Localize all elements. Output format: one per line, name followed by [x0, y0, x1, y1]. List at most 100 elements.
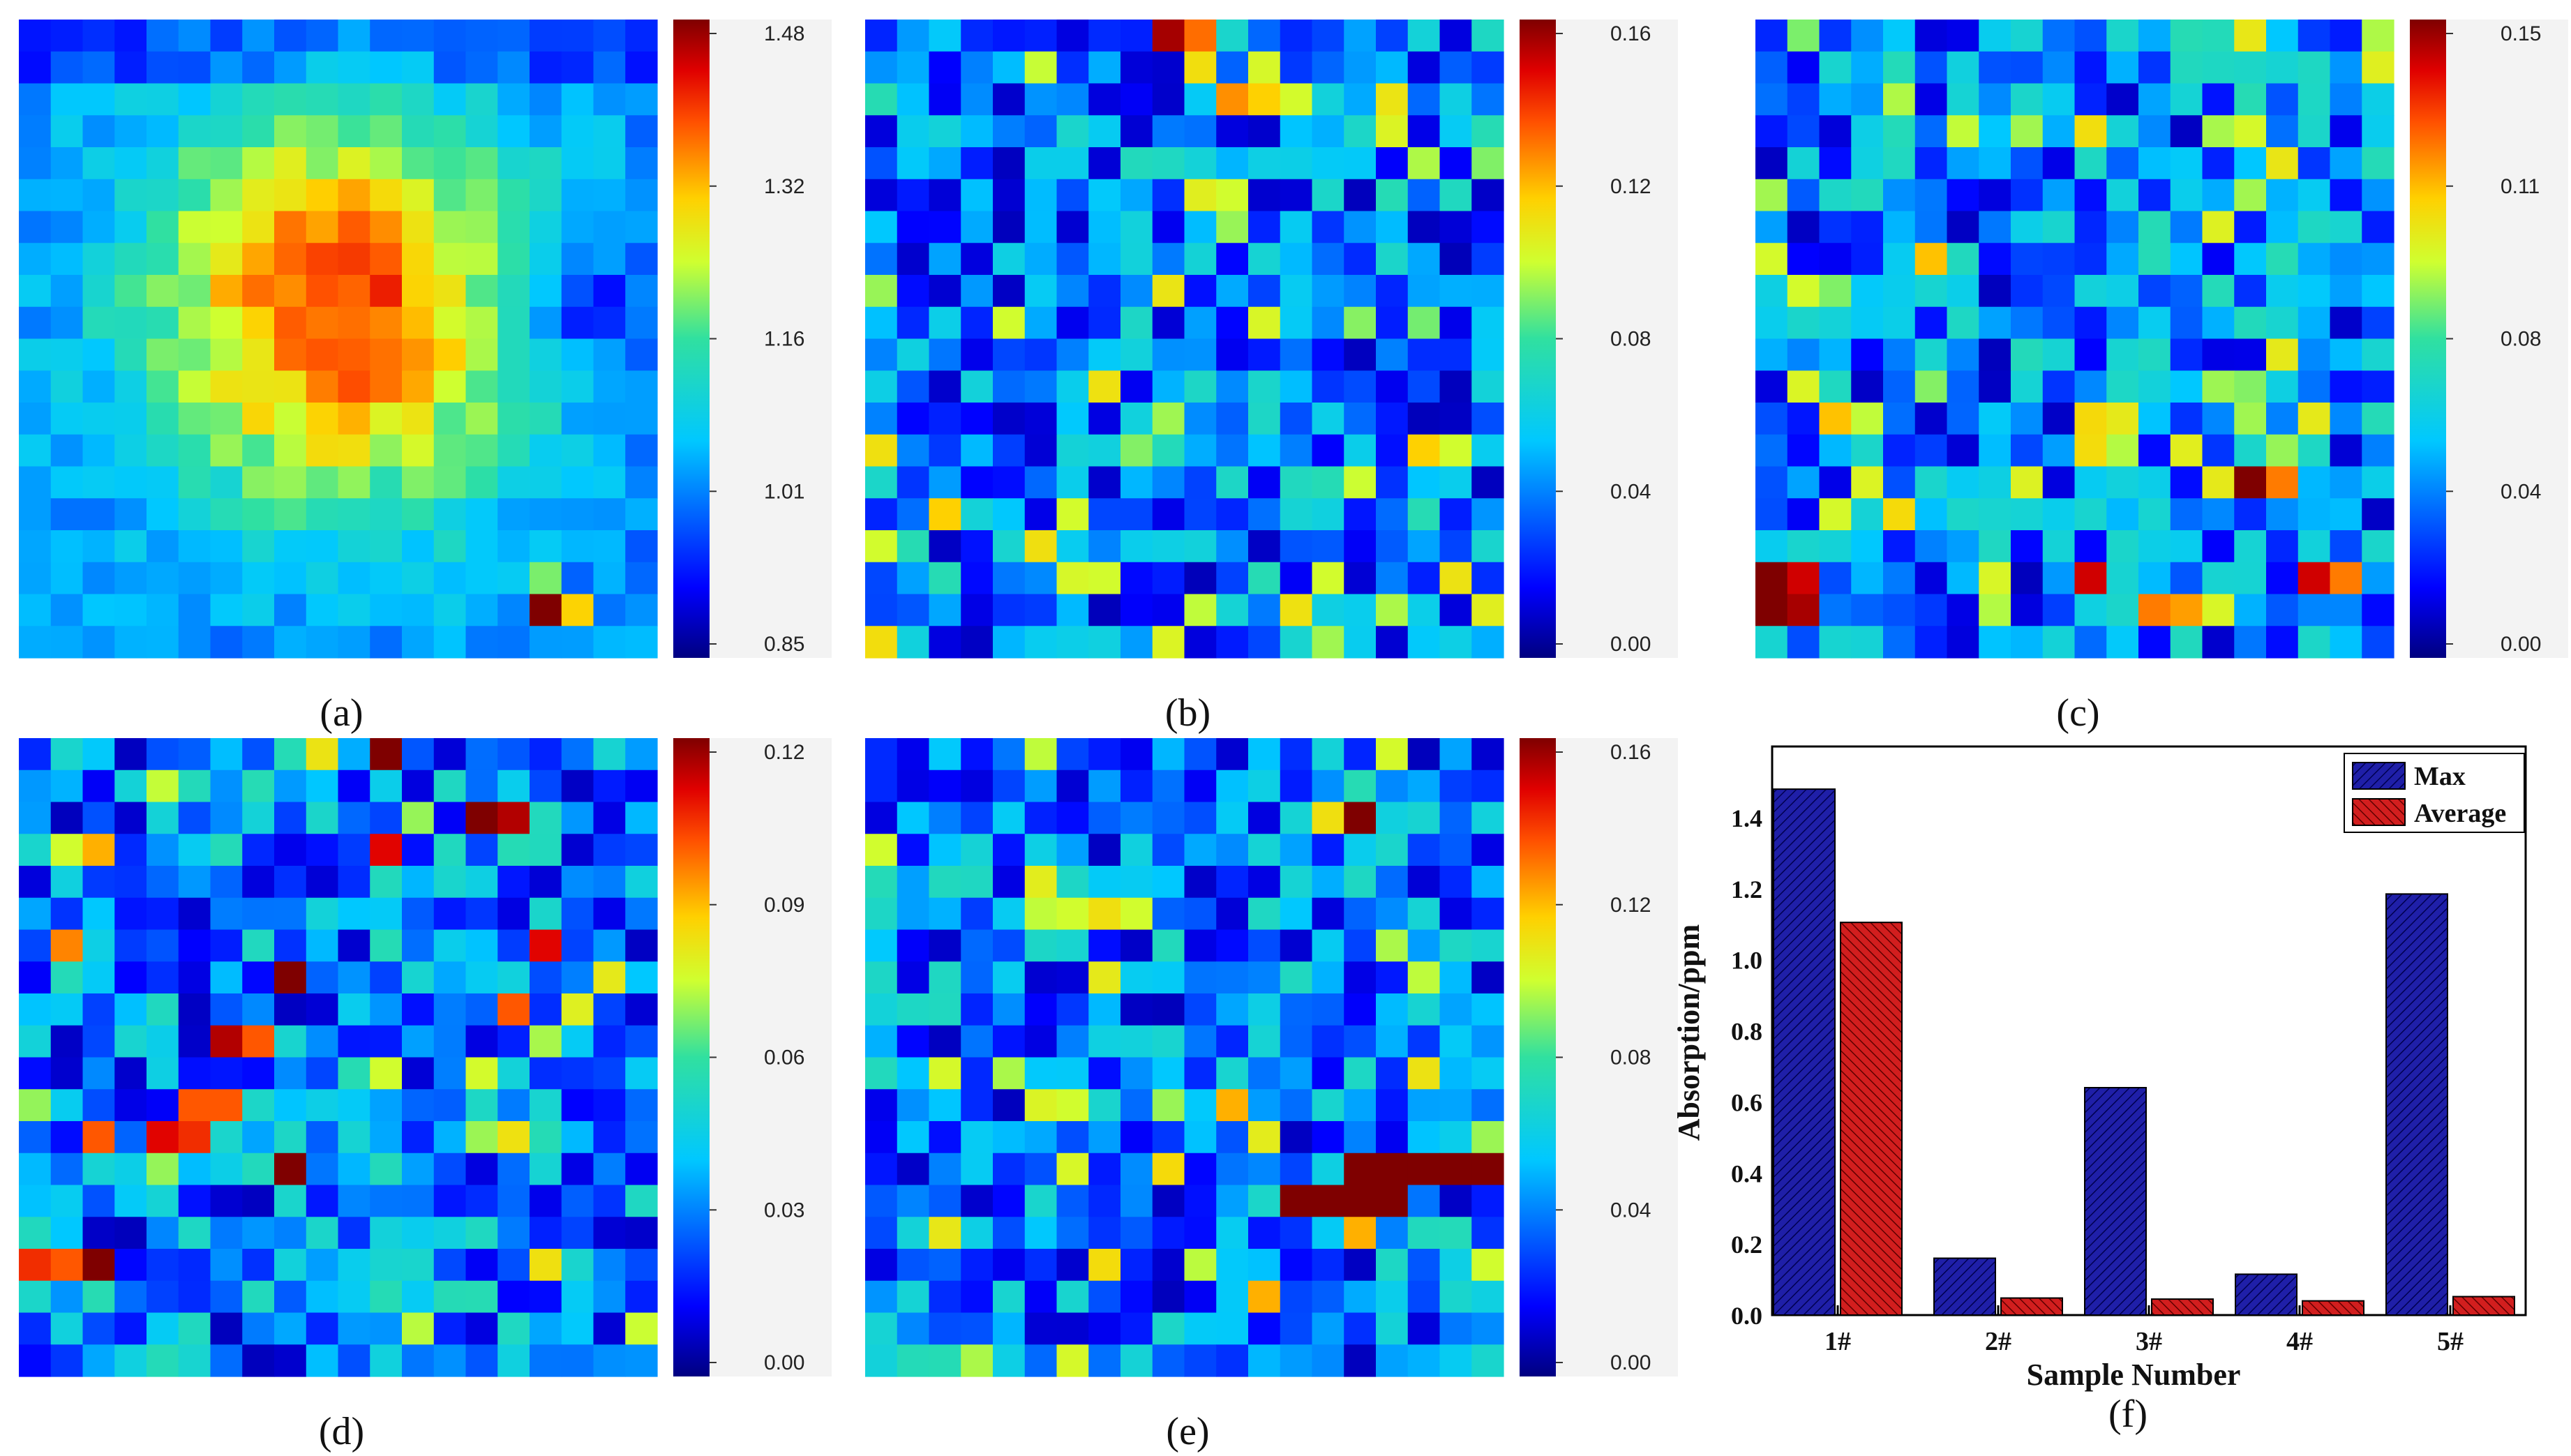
- heatmap-cell: [497, 211, 530, 243]
- heatmap-cell: [2362, 83, 2394, 116]
- heatmap-cell: [1120, 834, 1153, 866]
- heatmap-cell: [2330, 243, 2362, 276]
- heatmap-cell: [2074, 51, 2107, 84]
- heatmap-cell: [1248, 562, 1281, 595]
- heatmap-cell: [1088, 1153, 1121, 1186]
- heatmap-cell: [561, 275, 594, 308]
- heatmap-cell: [1979, 20, 2011, 52]
- heatmap-cell: [370, 738, 403, 771]
- heatmap-cell: [865, 1217, 898, 1249]
- heatmap-cell: [82, 1344, 115, 1377]
- heatmap-cell: [1120, 929, 1153, 962]
- heatmap-cell: [1120, 802, 1153, 834]
- heatmap-cell: [306, 1344, 339, 1377]
- heatmap-cell: [433, 1057, 467, 1090]
- heatmap-cell: [402, 83, 435, 116]
- heatmap-cell: [178, 115, 211, 148]
- heatmap-cell: [1120, 1121, 1153, 1154]
- heatmap-cell: [1376, 51, 1409, 84]
- heatmap-cell: [2170, 147, 2203, 180]
- heatmap-cell: [1024, 403, 1058, 435]
- heatmap-cell: [1120, 626, 1153, 659]
- heatmap-cell: [1851, 594, 1884, 626]
- heatmap-cell: [1088, 211, 1121, 243]
- heatmap-cell: [1216, 834, 1249, 866]
- heatmap-cell: [2202, 211, 2235, 243]
- heatmap-cell: [1344, 1153, 1377, 1186]
- heatmap-cell: [2042, 434, 2076, 467]
- heatmap-cell: [961, 802, 994, 834]
- heatmap-cell: [1184, 338, 1217, 371]
- heatmap-cell: [465, 834, 498, 866]
- heatmap-cell: [465, 1089, 498, 1122]
- heatmap-cell: [1883, 306, 1916, 340]
- heatmap-cell: [1216, 338, 1249, 371]
- heatmap-cell: [370, 1089, 403, 1122]
- heatmap-cell: [1883, 466, 1916, 499]
- heatmap-cell: [370, 1185, 403, 1217]
- heatmap-cell: [1312, 738, 1344, 771]
- heatmap-cell: [1152, 929, 1185, 962]
- heatmap-cell: [1819, 20, 1852, 52]
- heatmap-cell: [114, 83, 147, 116]
- heatmap-cell: [1312, 403, 1344, 435]
- heatmap-cell: [1056, 147, 1089, 180]
- heatmap-cell: [1439, 403, 1472, 435]
- heatmap-cell: [1280, 275, 1313, 308]
- y-tick-label: 1.0: [1731, 947, 1762, 975]
- heatmap-cell: [1851, 115, 1884, 148]
- heatmap-cell: [19, 306, 52, 340]
- heatmap-cell: [993, 338, 1026, 371]
- heatmap-cell: [2138, 626, 2171, 659]
- heatmap-cell: [1280, 20, 1313, 52]
- heatmap-cell: [242, 834, 275, 866]
- heatmap-cell: [1407, 466, 1441, 499]
- heatmap-cell: [1152, 802, 1185, 834]
- heatmap-cell: [530, 594, 562, 626]
- heatmap-cell: [625, 370, 658, 403]
- heatmap-cell: [1376, 403, 1409, 435]
- heatmap-cell: [2011, 594, 2044, 626]
- heatmap-cell: [2106, 243, 2139, 276]
- heatmap-cell: [2266, 179, 2299, 212]
- heatmap-cell: [50, 51, 84, 84]
- heatmap-cell: [1376, 1153, 1409, 1186]
- heatmap-cell: [1280, 897, 1313, 931]
- heatmap-cell: [961, 403, 994, 435]
- heatmap-cell: [1280, 562, 1313, 595]
- heatmap-cell: [1376, 961, 1409, 994]
- heatmap-cell: [2011, 466, 2044, 499]
- heatmap-cell: [1024, 275, 1058, 308]
- heatmap-cell: [210, 370, 243, 403]
- heatmap-cell: [2234, 20, 2267, 52]
- heatmap-cell: [929, 179, 961, 212]
- heatmap-cell: [50, 993, 84, 1026]
- heatmap-cell: [1120, 993, 1153, 1026]
- heatmap-cell: [2234, 147, 2267, 180]
- heatmap-cell: [1883, 403, 1916, 435]
- heatmap-cell: [465, 1057, 498, 1090]
- heatmap-cell: [242, 434, 275, 467]
- heatmap-cell: [1152, 1025, 1185, 1058]
- heatmap-cell: [1471, 770, 1504, 803]
- heatmap-cell: [1088, 834, 1121, 866]
- heatmap-cell: [1787, 51, 1820, 84]
- heatmap-cell: [2106, 403, 2139, 435]
- heatmap-cell: [1755, 211, 1788, 243]
- heatmap-cell: [1883, 626, 1916, 659]
- heatmap-cell: [306, 498, 339, 531]
- heatmap-cell: [1120, 594, 1153, 626]
- heatmap-cell: [210, 1217, 243, 1249]
- heatmap-cell: [1407, 1153, 1441, 1186]
- heatmap-cell: [993, 370, 1026, 403]
- heatmap-cell: [2170, 211, 2203, 243]
- heatmap-cell: [1883, 275, 1916, 308]
- heatmap-cell: [1216, 1217, 1249, 1249]
- heatmap-cell: [1312, 1121, 1344, 1154]
- heatmap-cell: [274, 243, 307, 276]
- heatmap-cell: [961, 211, 994, 243]
- heatmap-cell: [2330, 594, 2362, 626]
- heatmap-cell: [1979, 562, 2011, 595]
- heatmap-cell: [1088, 1280, 1121, 1314]
- heatmap-cell: [19, 434, 52, 467]
